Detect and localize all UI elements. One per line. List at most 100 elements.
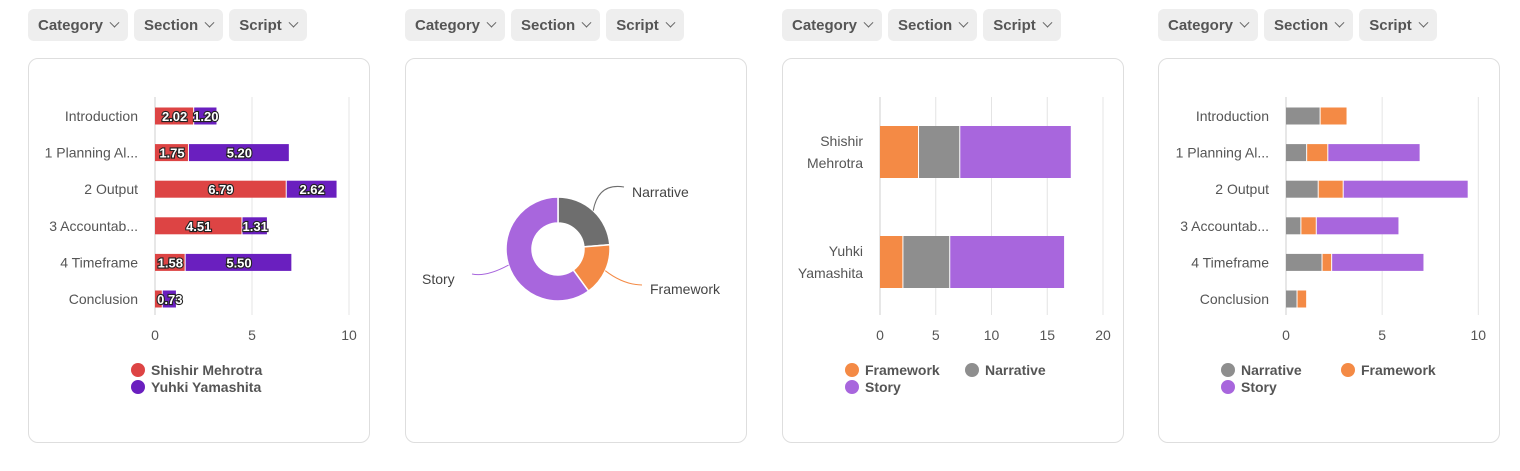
- script-dropdown[interactable]: Script: [983, 9, 1061, 41]
- category-dropdown[interactable]: Category: [405, 9, 506, 41]
- data-label: 1.58: [158, 255, 183, 270]
- filter-bar: Category Section Script: [1158, 9, 1437, 41]
- legend-swatch: [845, 380, 859, 394]
- legend-label: Story: [1241, 379, 1277, 395]
- category-dropdown-label: Category: [792, 16, 858, 34]
- section-dropdown-label: Section: [898, 16, 953, 34]
- chevron-down-icon: [581, 17, 592, 28]
- bar-segment: [1286, 180, 1318, 198]
- chevron-down-icon: [863, 17, 874, 28]
- data-label: 2.62: [299, 182, 324, 197]
- category-label: Introduction: [65, 108, 138, 124]
- x-tick-label: 0: [876, 327, 884, 343]
- legend-label: Story: [865, 379, 901, 395]
- chevron-down-icon: [665, 17, 676, 28]
- data-label: 5.50: [226, 255, 251, 270]
- category-dropdown[interactable]: Category: [1158, 9, 1259, 41]
- x-tick-label: 10: [341, 327, 357, 343]
- bar-segment: [1307, 144, 1328, 162]
- pie-slice: [505, 196, 590, 302]
- section-dropdown-label: Section: [144, 16, 199, 34]
- script-dropdown-label: Script: [616, 16, 659, 34]
- script-dropdown-label: Script: [1369, 16, 1412, 34]
- bar-segment: [155, 290, 162, 308]
- legend-swatch: [131, 363, 145, 377]
- x-tick-label: 10: [1471, 327, 1487, 343]
- legend-swatch: [1221, 363, 1235, 377]
- bar-segment: [1320, 107, 1347, 125]
- chevron-down-icon: [1418, 17, 1429, 28]
- legend-label: Shishir Mehrotra: [151, 362, 263, 378]
- bar-segment: [242, 217, 267, 235]
- pie-slice: [557, 196, 611, 248]
- bar-segment: [1301, 217, 1316, 235]
- script-dropdown[interactable]: Script: [1359, 9, 1437, 41]
- legend-label: Narrative: [1241, 362, 1302, 378]
- chevron-down-icon: [958, 17, 969, 28]
- donut-chart: Narrative Framework Story: [422, 184, 721, 302]
- legend-label: Framework: [1361, 362, 1436, 378]
- category-label: Yuhki: [829, 243, 863, 259]
- bar-segment: [155, 107, 194, 125]
- data-label: 5.20: [227, 146, 252, 161]
- bar-segment: [880, 236, 903, 288]
- category-dropdown[interactable]: Category: [28, 9, 129, 41]
- bar-segment: [903, 236, 950, 288]
- legend-item-framework: Framework: [845, 362, 940, 378]
- chart-panel-1: Category Section Script 0 5 10 Introduction…: [28, 0, 370, 471]
- legend-item-narrative: Narrative: [965, 362, 1046, 378]
- bar-segment: [155, 180, 286, 198]
- bar-segment: [1286, 217, 1301, 235]
- chart-panel-3: Category Section Script 0 5 10 15 20 Shishir M…: [782, 0, 1124, 471]
- chevron-down-icon: [204, 17, 215, 28]
- legend-swatch: [1341, 363, 1355, 377]
- section-dropdown[interactable]: Section: [888, 9, 978, 41]
- category-label: 4 Timeframe: [1191, 254, 1269, 270]
- bar-segment: [155, 253, 185, 271]
- script-dropdown-label: Script: [239, 16, 282, 34]
- script-dropdown[interactable]: Script: [229, 9, 307, 41]
- category-label: Mehrotra: [807, 155, 863, 171]
- bar-segment: [950, 236, 1065, 288]
- bar-segment: [286, 180, 337, 198]
- legend-item-yuhki-yamashita: Yuhki Yamashita: [131, 379, 261, 395]
- category-label: 1 Planning Al...: [45, 145, 138, 161]
- bar-segment: [1343, 180, 1468, 198]
- bar-segment: [880, 126, 919, 178]
- legend-item-story: Story: [1221, 379, 1277, 395]
- bar-segment: [185, 253, 292, 271]
- category-label: Conclusion: [1200, 291, 1269, 307]
- x-tick-label: 15: [1039, 327, 1055, 343]
- legend-item-narrative: Narrative: [1221, 362, 1302, 378]
- legend-item-framework: Framework: [1341, 362, 1436, 378]
- chart-card: 0 5 10 Introduction 2.02 1.20 1 Planning Al...…: [28, 58, 370, 443]
- filter-bar: Category Section Script: [782, 9, 1061, 41]
- leader-line: [471, 264, 509, 276]
- chevron-down-icon: [109, 17, 120, 28]
- x-tick-label: 5: [248, 327, 256, 343]
- bar-segment: [188, 144, 289, 162]
- category-label: Introduction: [1196, 108, 1269, 124]
- bar-segment: [1286, 290, 1297, 308]
- x-tick-label: 5: [1378, 327, 1386, 343]
- legend-swatch: [845, 363, 859, 377]
- stacked-bar-chart: 0 5 10 15 20 Shishir Mehrotra Yuhki Yamashita: [798, 97, 1111, 343]
- bar-segment: [1286, 107, 1320, 125]
- bar-segment: [960, 126, 1071, 178]
- bar-segment: [1297, 290, 1307, 308]
- category-label: 4 Timeframe: [60, 254, 138, 270]
- chevron-down-icon: [288, 17, 299, 28]
- category-label: 2 Output: [1215, 181, 1269, 197]
- stacked-bar-chart: 0 5 10 Introduction 1 Planning Al... 2 Output…: [1176, 97, 1487, 343]
- leader-line: [592, 185, 625, 211]
- category-dropdown[interactable]: Category: [782, 9, 883, 41]
- script-dropdown-label: Script: [993, 16, 1036, 34]
- script-dropdown[interactable]: Script: [606, 9, 684, 41]
- x-tick-label: 20: [1095, 327, 1111, 343]
- section-dropdown[interactable]: Section: [1264, 9, 1354, 41]
- bar-segment: [1332, 253, 1424, 271]
- bar-segment: [1286, 144, 1307, 162]
- section-dropdown-label: Section: [521, 16, 576, 34]
- section-dropdown[interactable]: Section: [511, 9, 601, 41]
- section-dropdown[interactable]: Section: [134, 9, 224, 41]
